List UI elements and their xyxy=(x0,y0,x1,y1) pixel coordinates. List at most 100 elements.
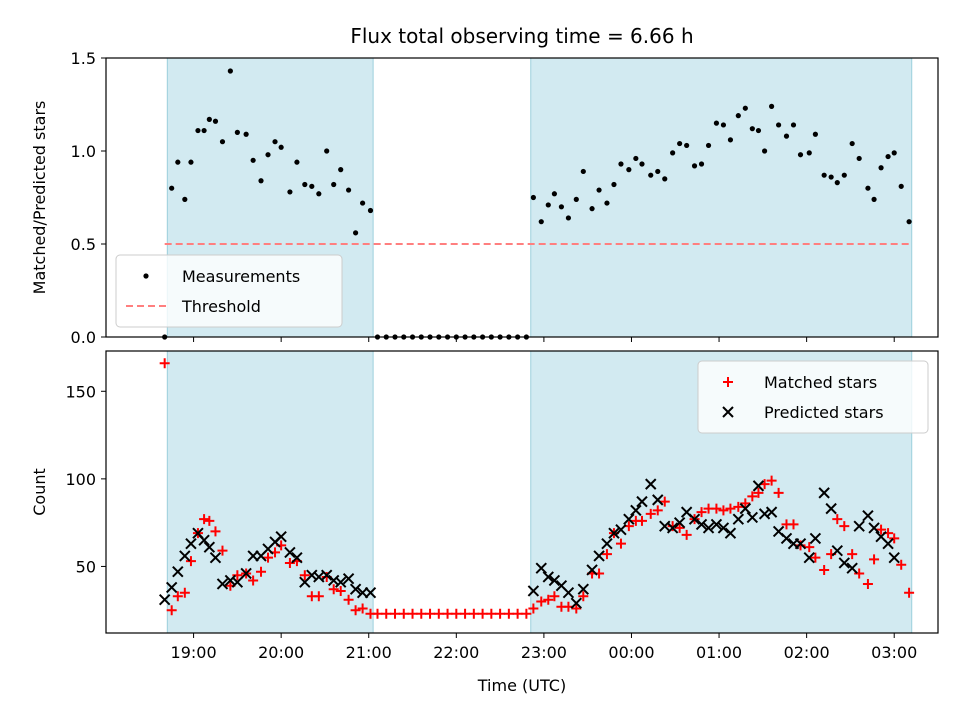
data-point xyxy=(299,570,310,581)
data-point xyxy=(718,505,729,516)
legend-box xyxy=(115,254,343,328)
data-point xyxy=(828,174,834,180)
data-point xyxy=(390,608,401,619)
data-point xyxy=(871,196,877,202)
data-point xyxy=(580,168,586,175)
data-point xyxy=(212,118,219,124)
data-point xyxy=(626,167,632,173)
data-point xyxy=(367,207,374,214)
data-point xyxy=(725,503,736,514)
axes-frame xyxy=(105,57,939,338)
top-panel-ratio: 0.0 0.5 1.0 1.5 Matched/Predicted stars Measu… xyxy=(30,49,939,347)
data-point xyxy=(865,185,871,191)
data-point xyxy=(353,230,359,236)
y-tick-label: 0.0 xyxy=(71,328,96,347)
data-point xyxy=(740,498,751,509)
data-point xyxy=(888,551,900,564)
data-point xyxy=(335,576,347,588)
data-point xyxy=(209,551,222,564)
data-point xyxy=(648,172,654,178)
data-point xyxy=(713,120,720,126)
data-point xyxy=(636,515,647,526)
data-point xyxy=(357,603,368,614)
data-point xyxy=(684,142,690,149)
data-point xyxy=(869,554,880,565)
data-point xyxy=(234,129,240,135)
data-point xyxy=(316,191,322,197)
data-point xyxy=(608,527,620,539)
x-tick-label: 23:00 xyxy=(521,643,567,662)
y-tick-label: 150 xyxy=(65,382,96,401)
data-point xyxy=(783,133,790,139)
data-point xyxy=(849,140,855,147)
data-point xyxy=(503,608,514,619)
data-point xyxy=(551,191,558,197)
data-point xyxy=(604,200,610,206)
data-point xyxy=(854,568,865,579)
data-point xyxy=(862,578,873,589)
x-tick-label: 22:00 xyxy=(433,643,479,662)
data-point xyxy=(562,587,575,599)
data-point xyxy=(232,570,243,581)
data-point xyxy=(747,491,758,502)
data-point xyxy=(705,142,712,149)
data-point xyxy=(558,204,565,210)
data-point xyxy=(512,608,523,619)
y-axis-label: Count xyxy=(30,468,49,516)
data-point xyxy=(666,522,679,534)
data-point xyxy=(727,137,734,143)
data-point xyxy=(231,576,244,588)
data-point xyxy=(615,538,626,549)
data-point xyxy=(673,516,686,529)
data-point xyxy=(275,530,287,543)
data-point xyxy=(818,487,830,499)
data-point xyxy=(543,594,554,605)
data-point xyxy=(158,594,171,606)
data-point xyxy=(846,562,858,574)
data-point xyxy=(825,502,837,515)
data-point xyxy=(819,564,830,575)
data-point xyxy=(243,131,249,137)
data-point xyxy=(749,126,755,132)
data-point xyxy=(210,526,221,537)
data-point xyxy=(284,546,296,559)
data-point xyxy=(780,532,793,545)
data-point xyxy=(742,105,748,111)
data-point xyxy=(521,608,532,619)
data-point xyxy=(294,159,300,165)
data-point xyxy=(652,505,663,516)
data-point xyxy=(847,549,858,560)
data-point xyxy=(203,541,216,553)
data-point xyxy=(578,591,589,602)
x-axis-label: Time (UTC) xyxy=(477,676,566,695)
data-point xyxy=(732,513,745,525)
data-point xyxy=(698,161,705,167)
data-point xyxy=(425,608,436,619)
data-point xyxy=(185,556,196,567)
data-point xyxy=(536,596,547,607)
data-point xyxy=(549,591,560,602)
data-point xyxy=(204,515,215,526)
data-point xyxy=(753,487,764,498)
data-point xyxy=(182,196,188,202)
data-point xyxy=(662,176,668,182)
data-point xyxy=(313,591,324,602)
data-point xyxy=(717,522,730,534)
data-point xyxy=(302,181,308,188)
data-point xyxy=(878,165,884,171)
shaded-interval-0 xyxy=(167,351,374,633)
data-point xyxy=(416,608,427,619)
legend-marker xyxy=(722,406,734,418)
data-point xyxy=(696,507,707,518)
data-point xyxy=(868,522,880,534)
data-point xyxy=(735,113,741,119)
data-point xyxy=(586,564,598,576)
data-point xyxy=(527,585,540,597)
data-point xyxy=(636,495,648,508)
data-point xyxy=(601,537,613,550)
data-point xyxy=(615,523,627,536)
data-point xyxy=(381,608,392,619)
data-point xyxy=(338,167,344,173)
data-point xyxy=(746,511,759,524)
data-point xyxy=(364,587,377,599)
